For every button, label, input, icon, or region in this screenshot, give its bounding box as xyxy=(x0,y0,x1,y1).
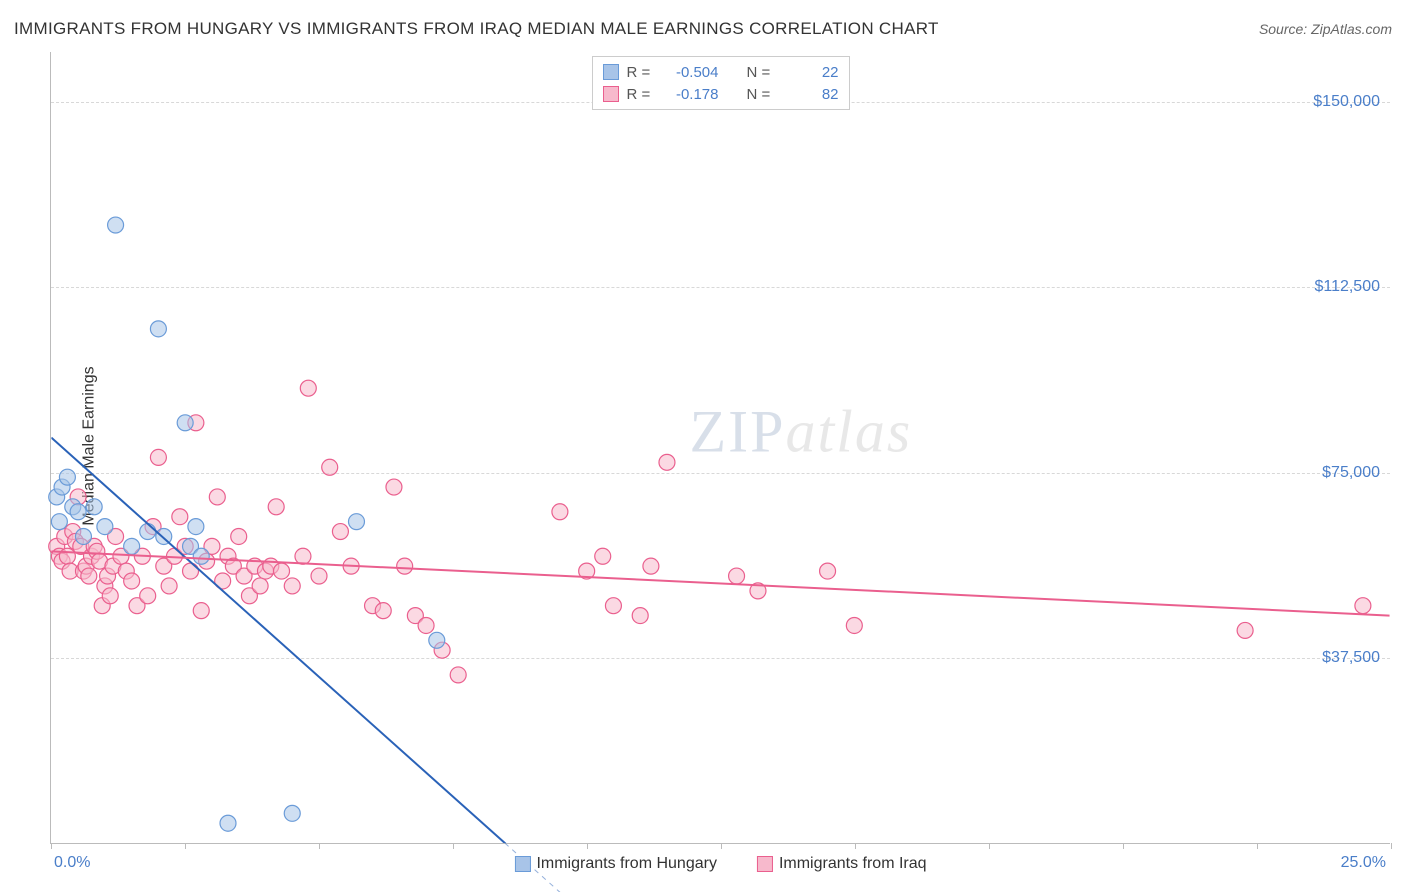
r-value-iraq: -0.178 xyxy=(663,86,719,103)
data-point xyxy=(188,519,204,535)
data-point xyxy=(1355,598,1371,614)
data-point xyxy=(632,608,648,624)
xtick xyxy=(721,843,722,849)
data-point xyxy=(284,578,300,594)
xtick xyxy=(1391,843,1392,849)
xaxis-max-label: 25.0% xyxy=(1341,854,1386,872)
r-value-hungary: -0.504 xyxy=(663,64,719,81)
data-point xyxy=(193,548,209,564)
xtick xyxy=(855,843,856,849)
xtick xyxy=(989,843,990,849)
xtick xyxy=(453,843,454,849)
r-label: R = xyxy=(627,64,655,81)
data-point xyxy=(150,449,166,465)
data-point xyxy=(209,489,225,505)
chart-svg xyxy=(51,52,1390,843)
data-point xyxy=(75,528,91,544)
data-point xyxy=(595,548,611,564)
data-point xyxy=(311,568,327,584)
data-point xyxy=(284,805,300,821)
xtick xyxy=(185,843,186,849)
n-label: N = xyxy=(747,86,775,103)
data-point xyxy=(161,578,177,594)
xtick xyxy=(319,843,320,849)
data-point xyxy=(183,563,199,579)
data-point xyxy=(820,563,836,579)
data-point xyxy=(172,509,188,525)
data-point xyxy=(552,504,568,520)
chart-title: IMMIGRANTS FROM HUNGARY VS IMMIGRANTS FR… xyxy=(14,19,939,39)
data-point xyxy=(220,815,236,831)
n-value-iraq: 82 xyxy=(783,86,839,103)
data-point xyxy=(97,519,113,535)
r-label: R = xyxy=(627,86,655,103)
xtick xyxy=(1257,843,1258,849)
data-point xyxy=(252,578,268,594)
swatch-iraq xyxy=(603,86,619,102)
data-point xyxy=(450,667,466,683)
data-point xyxy=(295,548,311,564)
xtick xyxy=(587,843,588,849)
data-point xyxy=(643,558,659,574)
data-point xyxy=(177,415,193,431)
title-bar: IMMIGRANTS FROM HUNGARY VS IMMIGRANTS FR… xyxy=(14,16,1392,42)
data-point xyxy=(332,524,348,540)
data-point xyxy=(659,454,675,470)
xtick xyxy=(1123,843,1124,849)
data-point xyxy=(70,504,86,520)
data-point xyxy=(300,380,316,396)
trend-line xyxy=(51,438,1389,892)
data-point xyxy=(1237,622,1253,638)
plot-area: $37,500$75,000$112,500$150,000 ZIPatlas … xyxy=(50,52,1390,844)
xaxis-min-label: 0.0% xyxy=(54,854,90,872)
xaxis-labels: 0.0% 25.0% xyxy=(50,854,1390,884)
data-point xyxy=(193,603,209,619)
data-point xyxy=(51,514,67,530)
data-point xyxy=(108,217,124,233)
data-point xyxy=(231,528,247,544)
data-point xyxy=(150,321,166,337)
data-point xyxy=(397,558,413,574)
data-point xyxy=(375,603,391,619)
data-point xyxy=(274,563,290,579)
data-point xyxy=(124,538,140,554)
swatch-hungary xyxy=(603,64,619,80)
data-point xyxy=(81,568,97,584)
data-point xyxy=(59,548,75,564)
data-point xyxy=(140,524,156,540)
chart-source: Source: ZipAtlas.com xyxy=(1259,21,1392,37)
data-point xyxy=(418,617,434,633)
data-point xyxy=(102,588,118,604)
data-point xyxy=(605,598,621,614)
data-point xyxy=(386,479,402,495)
n-label: N = xyxy=(747,64,775,81)
correlation-legend: R = -0.504 N = 22 R = -0.178 N = 82 xyxy=(592,56,850,110)
legend-row-hungary: R = -0.504 N = 22 xyxy=(603,61,839,83)
data-point xyxy=(268,499,284,515)
data-point xyxy=(124,573,140,589)
data-point xyxy=(846,617,862,633)
data-point xyxy=(322,459,338,475)
data-point xyxy=(59,469,75,485)
n-value-hungary: 22 xyxy=(783,64,839,81)
data-point xyxy=(348,514,364,530)
xtick xyxy=(51,843,52,849)
legend-row-iraq: R = -0.178 N = 82 xyxy=(603,83,839,105)
data-point xyxy=(140,588,156,604)
data-point xyxy=(729,568,745,584)
data-point xyxy=(86,499,102,515)
data-point xyxy=(429,632,445,648)
